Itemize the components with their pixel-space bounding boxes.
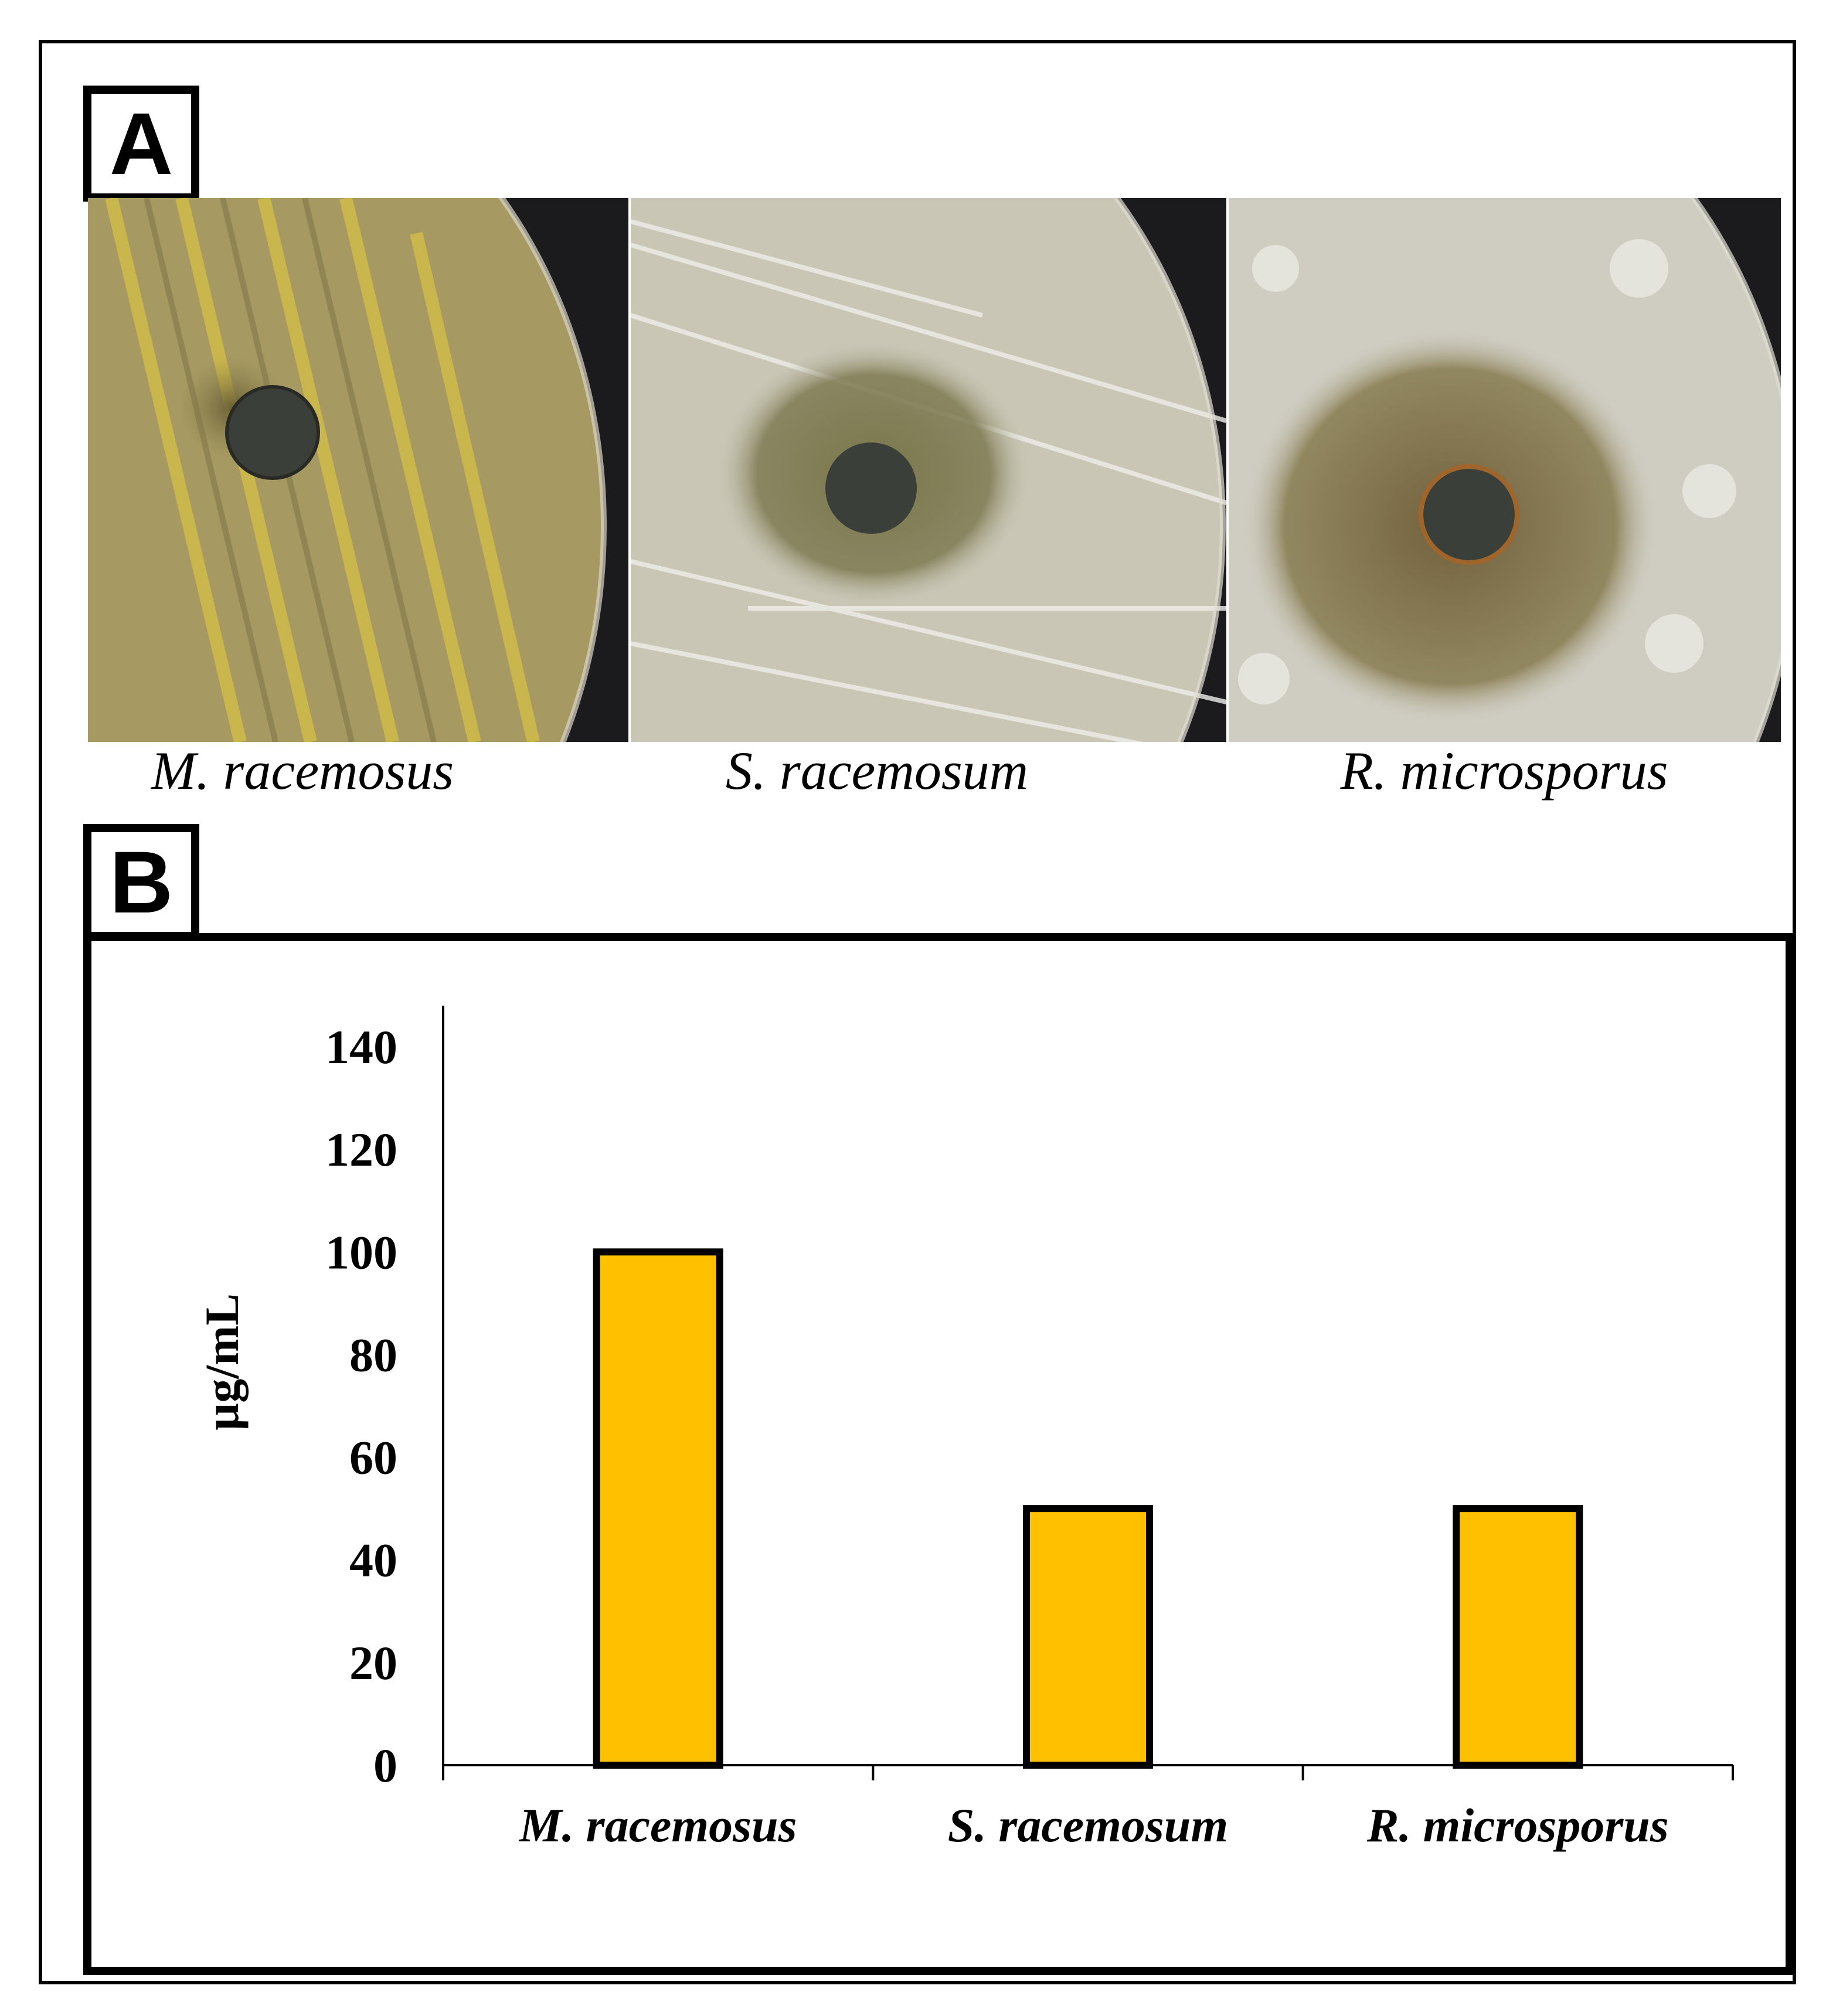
panel-a-label: A <box>83 86 199 202</box>
petri-dish-photo-strip <box>88 198 1781 742</box>
y-tick-label: 100 <box>325 1225 397 1279</box>
y-tick-label: 120 <box>325 1123 397 1176</box>
y-axis-title: µg/mL <box>195 1293 249 1431</box>
figure-frame <box>39 40 1796 1984</box>
x-category-label: M. racemosus <box>518 1799 797 1852</box>
y-tick-label: 140 <box>325 1020 397 1074</box>
photo-caption-3: R. microsporus <box>1340 741 1668 801</box>
y-tick-label: 60 <box>349 1431 397 1484</box>
y-tick-label: 40 <box>349 1534 397 1587</box>
petri-dish-photo-m-racemosus <box>88 198 628 742</box>
y-tick-label: 0 <box>373 1739 397 1792</box>
x-category-label: S. racemosum <box>948 1799 1228 1852</box>
y-tick-label: 20 <box>349 1636 397 1690</box>
x-category-label: R. microsporus <box>1366 1799 1669 1852</box>
bar-2 <box>1023 1505 1153 1769</box>
petri-dish-photo-s-racemosum <box>631 198 1226 742</box>
photo-caption-1: M. racemosus <box>151 741 454 801</box>
bar-chart: 0 20 40 60 80 100 120 140 M. racemosus S. racemo… <box>195 1006 1734 1852</box>
bar-1 <box>593 1248 723 1769</box>
photo-caption-2: S. racemosum <box>725 741 1029 801</box>
y-tick-label: 80 <box>349 1328 397 1381</box>
panel-b-label: B <box>83 824 199 940</box>
petri-dish-photo-r-microsporus <box>1229 198 1781 742</box>
chart-frame: 0 20 40 60 80 100 120 140 M. racemosus S. racemo… <box>83 933 1794 1975</box>
bar-3 <box>1453 1505 1583 1769</box>
